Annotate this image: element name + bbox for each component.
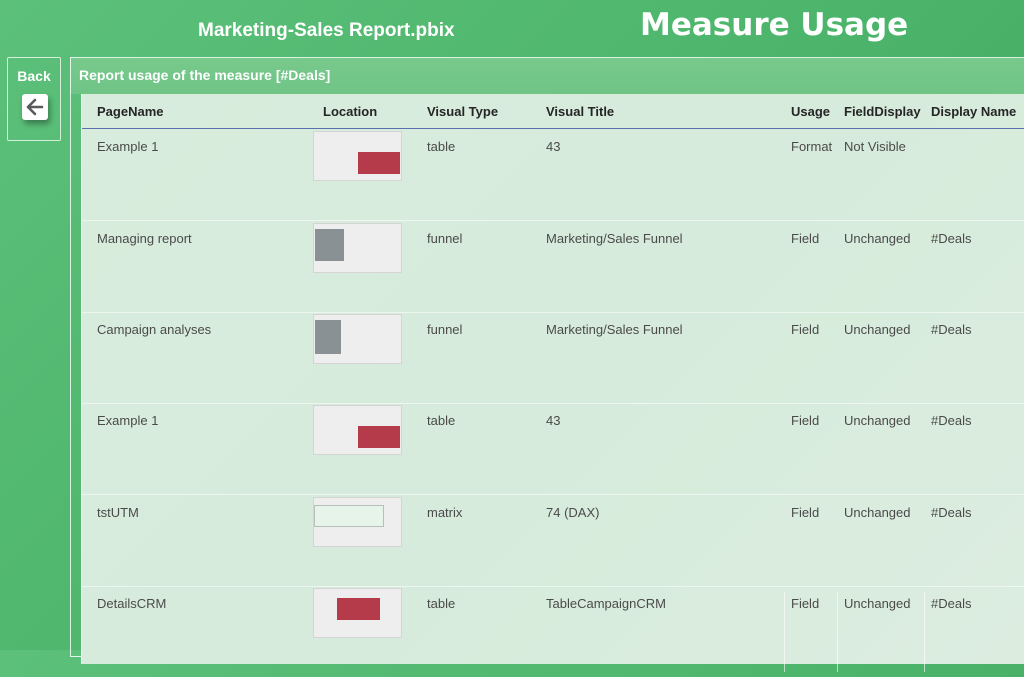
back-button[interactable]: Back <box>7 57 61 141</box>
cell-visual-title: 74 (DAX) <box>546 505 600 520</box>
visual-location-marker <box>314 505 384 527</box>
cell-visual-type: funnel <box>427 322 463 337</box>
column-divider <box>924 592 925 672</box>
cell-visual-title: Marketing/Sales Funnel <box>546 322 683 337</box>
visual-location-marker <box>358 426 400 448</box>
cell-usage: Field <box>791 322 820 337</box>
cell-usage: Field <box>791 596 820 611</box>
panel-title: Report usage of the measure [#Deals] <box>79 67 331 83</box>
visual-location-marker <box>337 598 380 620</box>
cell-visual-title: TableCampaignCRM <box>546 596 666 611</box>
location-thumbnail <box>313 405 402 455</box>
cell-display-name: #Deals <box>931 596 972 611</box>
cell-usage: Field <box>791 231 820 246</box>
cell-field-display: Unchanged <box>844 231 911 246</box>
report-file-name: Marketing-Sales Report.pbix <box>198 20 455 41</box>
column-header-display-name[interactable]: Display Name <box>931 104 1017 119</box>
cell-field-display: Unchanged <box>844 505 911 520</box>
cell-display-name: #Deals <box>931 231 972 246</box>
visual-location-marker <box>315 320 341 354</box>
cell-page-name: tstUTM <box>97 505 139 520</box>
cell-field-display: Not Visible <box>844 139 906 154</box>
table-row[interactable]: Managing report funnel Marketing/Sales F… <box>82 221 1024 313</box>
column-divider <box>837 592 838 672</box>
cell-page-name: Campaign analyses <box>97 322 212 337</box>
column-header-visual-title[interactable]: Visual Title <box>546 104 615 119</box>
cell-page-name: DetailsCRM <box>97 596 167 611</box>
back-button-label: Back <box>17 68 51 84</box>
usage-table[interactable]: PageName Location Visual Type Visual Tit… <box>81 94 1024 672</box>
cell-visual-title: 43 <box>546 139 561 154</box>
table-row[interactable]: Campaign analyses funnel Marketing/Sales… <box>82 312 1024 404</box>
column-header-visual-type[interactable]: Visual Type <box>427 104 499 119</box>
cell-page-name: Managing report <box>97 231 192 246</box>
cell-visual-title: 43 <box>546 413 561 428</box>
cell-display-name: #Deals <box>931 322 972 337</box>
cell-field-display: Unchanged <box>844 413 911 428</box>
location-thumbnail <box>313 588 402 638</box>
measure-usage-panel: Report usage of the measure [#Deals] Pag… <box>70 57 1024 672</box>
cell-page-name: Example 1 <box>97 139 159 154</box>
cell-field-display: Unchanged <box>844 596 911 611</box>
table-row[interactable]: Example 1 table 43 Field Unchanged #Deal… <box>82 403 1024 495</box>
table-row[interactable]: tstUTM matrix 74 (DAX) Field Unchanged #… <box>82 495 1024 587</box>
column-header-fielddisplay[interactable]: FieldDisplay <box>844 104 921 119</box>
column-header-pagename[interactable]: PageName <box>97 104 164 119</box>
column-divider <box>784 592 785 672</box>
visual-location-marker <box>315 229 344 261</box>
location-thumbnail <box>313 314 402 364</box>
column-header-usage[interactable]: Usage <box>791 104 831 119</box>
location-thumbnail <box>313 131 402 181</box>
cell-visual-type: funnel <box>427 231 463 246</box>
visual-location-marker <box>358 152 400 174</box>
cell-usage: Format <box>791 139 833 154</box>
column-header-location[interactable]: Location <box>323 104 378 119</box>
table-row[interactable]: DetailsCRM table TableCampaignCRM Field … <box>82 586 1024 677</box>
table-header-row: PageName Location Visual Type Visual Tit… <box>82 94 1024 129</box>
location-thumbnail <box>313 497 402 547</box>
arrow-left-icon <box>22 94 48 120</box>
cell-visual-title: Marketing/Sales Funnel <box>546 231 683 246</box>
page-title: Measure Usage <box>640 7 909 43</box>
cell-usage: Field <box>791 413 820 428</box>
cell-display-name: #Deals <box>931 413 972 428</box>
cell-display-name: #Deals <box>931 505 972 520</box>
cell-visual-type: table <box>427 596 456 611</box>
cell-visual-type: table <box>427 139 456 154</box>
location-thumbnail <box>313 223 402 273</box>
cell-field-display: Unchanged <box>844 322 911 337</box>
cell-visual-type: table <box>427 413 456 428</box>
cell-page-name: Example 1 <box>97 413 159 428</box>
cell-usage: Field <box>791 505 820 520</box>
table-row[interactable]: Example 1 table 43 Format Not Visible <box>82 129 1024 221</box>
cell-visual-type: matrix <box>427 505 463 520</box>
